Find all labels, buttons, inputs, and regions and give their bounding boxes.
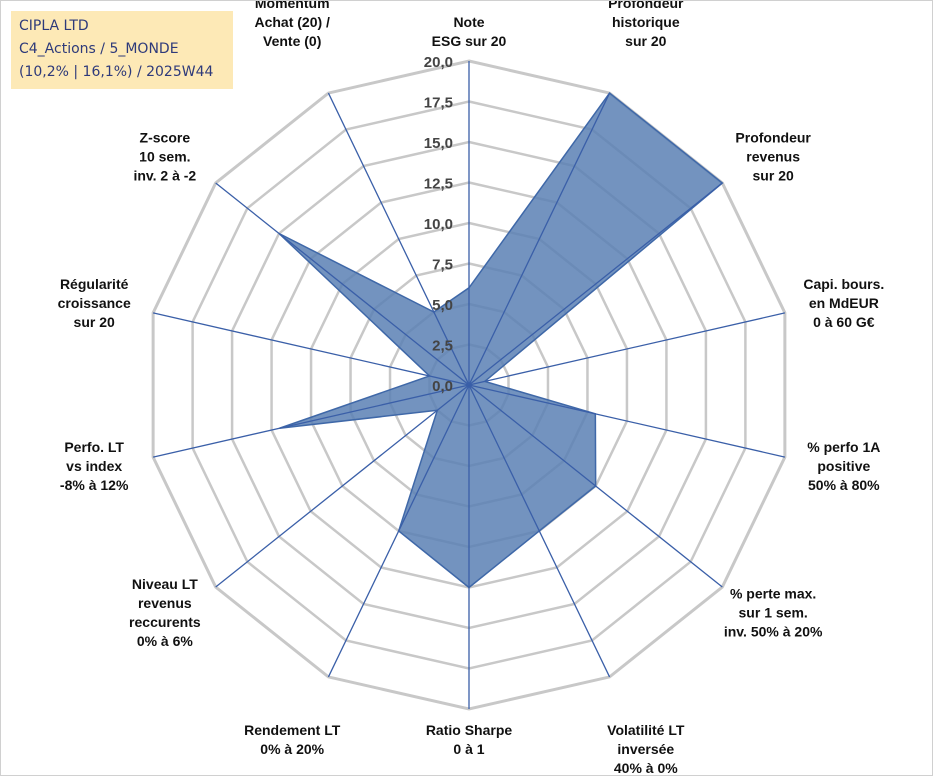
tick-label: 7,5 xyxy=(432,257,453,274)
axis-label: Volatilité LT inversée 40% à 0% xyxy=(607,722,685,775)
axis-spoke xyxy=(468,384,611,678)
axis-label: Régularité croissance sur 20 xyxy=(58,276,131,330)
axis-label: Profondeur revenus sur 20 xyxy=(735,129,811,183)
axis-spoke xyxy=(468,182,723,386)
axis-spoke xyxy=(215,384,470,588)
axis-spoke xyxy=(468,312,786,386)
tick-label: 20,0 xyxy=(424,54,453,71)
data-series-area xyxy=(278,92,724,589)
axis-label: % perte max. sur 1 sem. inv. 50% à 20% xyxy=(724,586,823,640)
stats-label: (10,2% | 16,1%) / 2025W44 xyxy=(19,64,214,80)
company-name: CIPLA LTD xyxy=(19,18,89,34)
axis-spoke xyxy=(468,384,786,458)
axis-label: Perfo. LT vs index -8% à 12% xyxy=(60,439,129,493)
axis-label: % perfo 1A positive 50% à 80% xyxy=(807,439,880,493)
axis-spoke xyxy=(152,384,470,458)
axis-label: Capi. bours. en MdEUR 0 à 60 G€ xyxy=(803,276,884,330)
tick-label: 0,0 xyxy=(432,378,453,395)
axis-spoke xyxy=(327,384,470,678)
info-box: CIPLA LTD C4_Actions / 5_MONDE (10,2% | … xyxy=(11,11,233,89)
tick-label: 2,5 xyxy=(432,338,453,355)
axis-spoke xyxy=(468,384,723,588)
axis-label: Rendement LT 0% à 20% xyxy=(244,722,341,757)
axis-label: Z-score 10 sem. inv. 2 à -2 xyxy=(133,129,196,183)
axis-spoke xyxy=(327,92,470,386)
category-label: C4_Actions / 5_MONDE xyxy=(19,41,179,57)
axis-spoke xyxy=(152,312,470,386)
axis-spoke xyxy=(468,92,611,386)
axis-label: Momentum Achat (20) / Vente (0) xyxy=(254,1,330,49)
tick-label: 15,0 xyxy=(424,135,453,152)
axis-label: Profondeur historique sur 20 xyxy=(608,1,684,49)
axis-spoke xyxy=(215,182,470,386)
tick-label: 12,5 xyxy=(424,176,453,193)
axis-label: Ratio Sharpe 0 à 1 xyxy=(426,722,513,757)
axis-label: Niveau LT revenus reccurents 0% à 6% xyxy=(129,576,201,649)
axis-label: Note ESG sur 20 xyxy=(432,14,507,49)
tick-label: 17,5 xyxy=(424,95,453,112)
tick-label: 10,0 xyxy=(424,216,453,233)
tick-label: 5,0 xyxy=(432,297,453,314)
